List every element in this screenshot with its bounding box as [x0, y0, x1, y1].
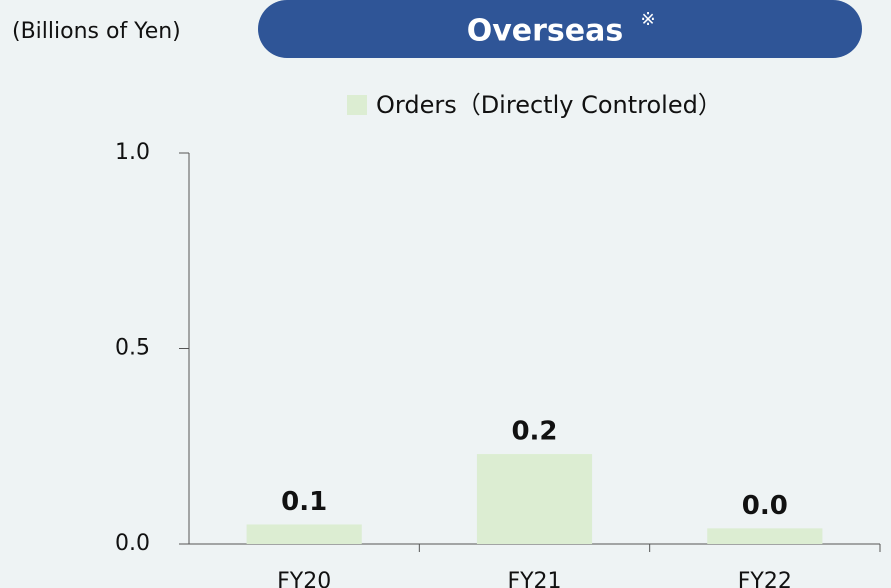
data-label: 0.0 [742, 491, 788, 521]
chart-title: Overseas [467, 14, 624, 49]
y-tick-label: 0.5 [115, 336, 150, 361]
bar [246, 524, 362, 544]
unit-label: (Billions of Yen) [12, 19, 181, 44]
title-banner [258, 0, 862, 58]
x-tick-label: FY21 [507, 569, 561, 588]
x-tick-label: FY22 [738, 569, 792, 588]
legend-label: Orders（Directly Controled） [376, 91, 722, 119]
legend-swatch [347, 95, 367, 115]
bar [707, 528, 823, 544]
y-tick-label: 1.0 [115, 140, 150, 165]
data-label: 0.2 [511, 417, 557, 447]
data-label: 0.1 [281, 487, 327, 517]
bar [476, 454, 593, 544]
y-tick-label: 0.0 [115, 531, 150, 556]
title-mark: ※ [640, 9, 655, 30]
x-tick-label: FY20 [277, 569, 331, 588]
